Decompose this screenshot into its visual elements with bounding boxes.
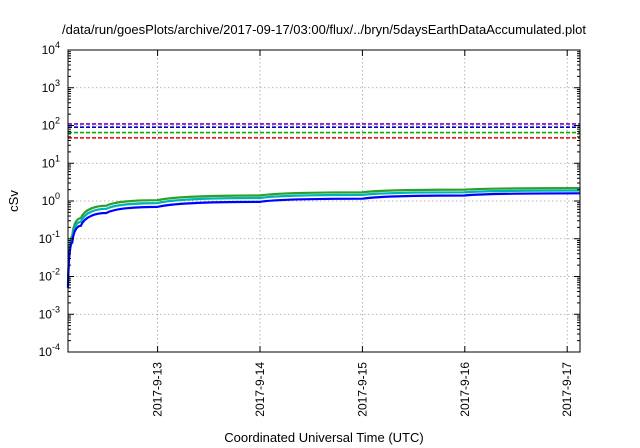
y-axis-label: cSv [6, 190, 21, 212]
y-tick-label: 10-2 [39, 267, 60, 284]
x-tick-label: 2017-9-17 [560, 362, 574, 417]
x-axis: 2017-9-13 2017-9-14 2017-9-15 2017-9-16 2017… [151, 50, 574, 417]
x-tick-label: 2017-9-15 [355, 362, 369, 417]
y-tick-label: 101 [42, 153, 60, 170]
y-tick-label: 102 [42, 116, 60, 133]
y-axis: 10-4 10-3 10-2 10-1 100 101 102 103 104 [39, 40, 580, 359]
y-tick-label: 104 [42, 40, 60, 57]
x-axis-label: Coordinated Universal Time (UTC) [224, 430, 423, 445]
y-tick-label: 100 [42, 191, 60, 208]
series-line [66, 192, 581, 288]
y-tick-label: 103 [42, 78, 60, 95]
y-tick-label: 10-1 [39, 229, 60, 246]
x-tick-label: 2017-9-16 [458, 362, 472, 417]
series-line [66, 186, 581, 285]
y-tick-label: 10-4 [39, 342, 60, 359]
reference-lines [68, 123, 580, 139]
x-tick-label: 2017-9-14 [253, 362, 267, 417]
y-tick-label: 10-3 [39, 304, 60, 321]
chart-title: /data/run/goesPlots/archive/2017-09-17/0… [62, 22, 586, 37]
x-tick-label: 2017-9-13 [151, 362, 165, 417]
series-lines [66, 186, 581, 288]
series-line [66, 189, 581, 285]
